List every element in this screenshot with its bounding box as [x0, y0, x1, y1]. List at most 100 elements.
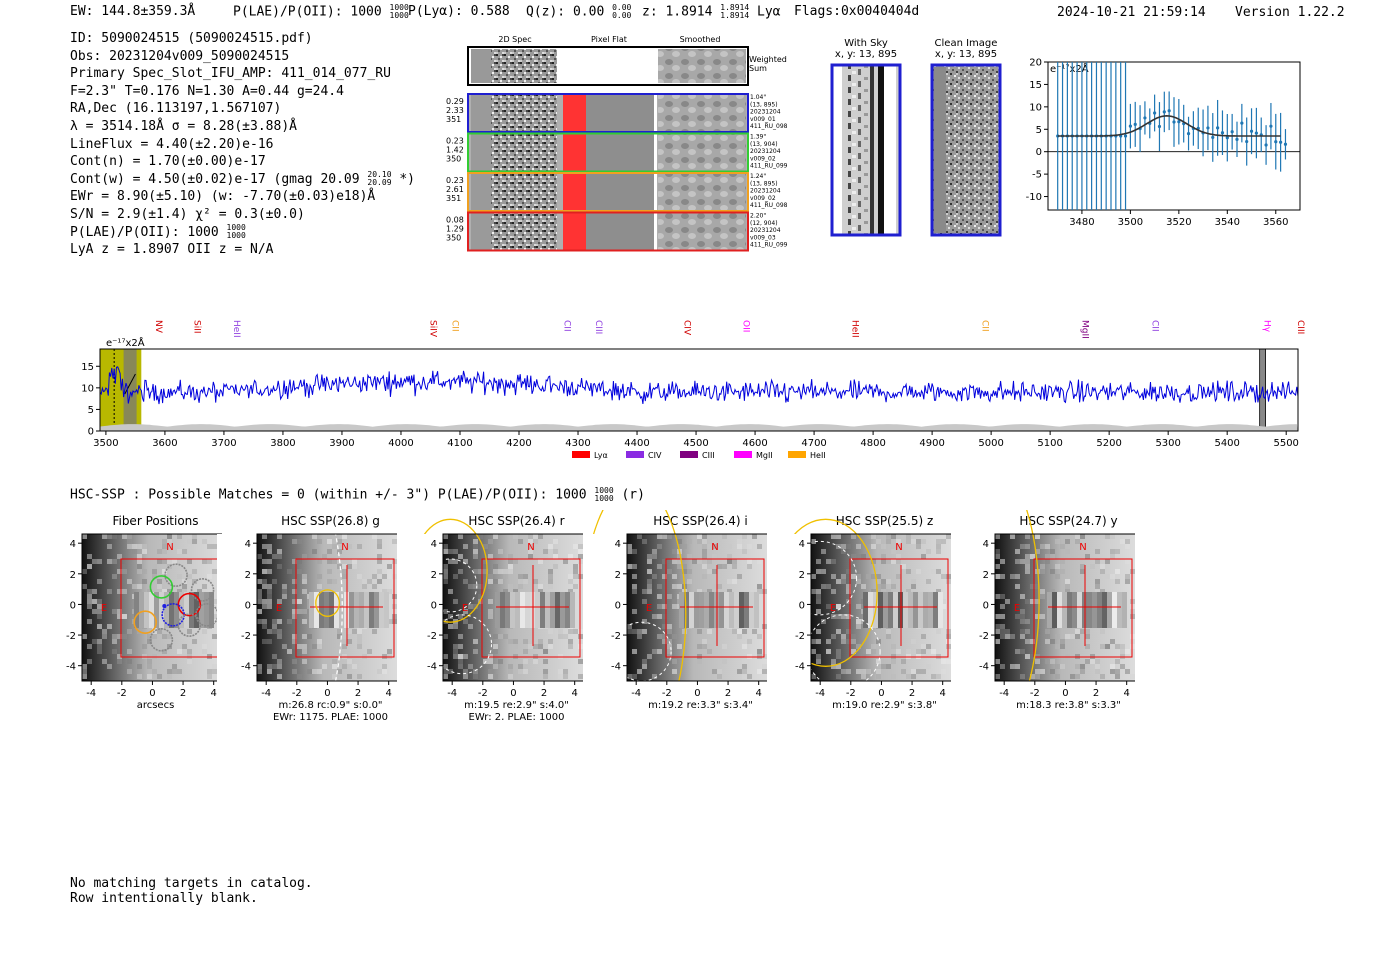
hsc-pixel: [886, 579, 891, 584]
cutout-row-divider: [654, 174, 657, 210]
hsc-source-stripe: [704, 592, 709, 628]
hsc-search-box: [481, 558, 581, 658]
hsc-pixel: [672, 549, 677, 554]
hsc-source-stripe: [540, 592, 545, 628]
hsc-pixel: [488, 574, 493, 579]
hsc-pixel: [831, 634, 836, 639]
spectrum-line-label: OII: [740, 320, 750, 332]
hsc-pixel: [162, 569, 167, 574]
hsc-pixel: [821, 549, 826, 554]
hsc-pixel: [876, 539, 881, 544]
hsc-pixel: [667, 569, 672, 574]
hsc-pixel: [647, 654, 652, 659]
hsc-pixel: [627, 624, 632, 629]
hsc-pixel: [377, 669, 382, 674]
hsc-pixel: [831, 574, 836, 579]
hsc-pixel: [1030, 584, 1035, 589]
hsc-pixel: [891, 659, 896, 664]
hsc-pixel: [1045, 559, 1050, 564]
hsc-pixel: [563, 634, 568, 639]
hsc-pixel: [901, 669, 906, 674]
hsc-pixel: [523, 659, 528, 664]
hsc-pixel: [1100, 674, 1105, 679]
hsc-pixel: [137, 554, 142, 559]
hsc-pixel: [712, 569, 717, 574]
hsc-pixel: [257, 554, 262, 559]
hsc-x-tick-label: 0: [324, 688, 330, 699]
hsc-pixel: [737, 669, 742, 674]
spectrum-x-tick-label: 3900: [329, 438, 354, 449]
hsc-pixel: [1035, 659, 1040, 664]
hsc-pixel: [493, 674, 498, 679]
hsc-pixel: [941, 574, 946, 579]
hsc-pixel: [538, 534, 543, 539]
spectrum-line-label: SiIV: [428, 320, 438, 338]
hsc-pixel: [262, 569, 267, 574]
cutout-row-2dspec: [491, 134, 557, 171]
hsc-pixel: [722, 644, 727, 649]
cutout-row-right-label: (13, 895): [750, 180, 778, 187]
hsc-panel-mask: [217, 681, 397, 720]
fit-data-point: [1264, 143, 1268, 147]
hsc-north-label: N: [341, 542, 348, 553]
hsc-pixel: [207, 674, 212, 679]
hsc-pixel: [851, 574, 856, 579]
hsc-pixel: [212, 634, 217, 639]
fit-data-point: [1167, 109, 1171, 113]
hsc-pixel: [162, 559, 167, 564]
hsc-pixel: [916, 569, 921, 574]
info-id: ID: 5090024515 (5090024515.pdf): [70, 31, 313, 46]
hsc-pixel: [102, 634, 107, 639]
hsc-pixel: [157, 579, 162, 584]
hsc-pixel: [468, 624, 473, 629]
fit-data-point: [1206, 126, 1210, 130]
hsc-pixel: [277, 634, 282, 639]
hsc-source-stripe: [913, 592, 918, 628]
hsc-pixel: [1100, 534, 1105, 539]
header-plae-value: 1000: [350, 4, 382, 20]
hsc-x-tick-label: -2: [117, 688, 127, 699]
hsc-pixel: [692, 559, 697, 564]
hsc-pixel: [152, 564, 157, 569]
hsc-pixel: [162, 634, 167, 639]
info-contw-lo: 20.09: [367, 178, 392, 188]
hsc-pixel: [443, 579, 448, 584]
hsc-x-tick-label: 0: [510, 688, 516, 699]
hsc-pixel: [317, 644, 322, 649]
spectrum-line-label: CIV: [681, 320, 691, 336]
hsc-pixel: [352, 664, 357, 669]
fit-data-point: [1249, 129, 1254, 133]
hsc-pixel: [1085, 634, 1090, 639]
hsc-pixel: [87, 619, 92, 624]
hsc-pixel: [876, 674, 881, 679]
hsc-pixel: [846, 629, 851, 634]
hsc-pixel: [871, 559, 876, 564]
hsc-pixel: [995, 594, 1000, 599]
hsc-pixel: [936, 589, 941, 594]
fit-data-point: [1274, 140, 1278, 144]
hsc-pixel: [722, 534, 727, 539]
hsc-source-stripe: [893, 592, 898, 628]
hsc-pixel: [752, 589, 757, 594]
hsc-source-stripe: [1092, 592, 1097, 628]
spectrum-x-tick-label: 3600: [152, 438, 177, 449]
hsc-pixel: [1085, 659, 1090, 664]
hsc-pixel: [647, 589, 652, 594]
hsc-pixel: [677, 539, 682, 544]
hsc-pixel: [1015, 664, 1020, 669]
hsc-pixel: [1125, 544, 1130, 549]
hsc-pixel: [921, 634, 926, 639]
header-z-hi: 1.8914: [720, 3, 750, 12]
spectrum-frame: [99, 348, 1299, 432]
hsc-y-tick-label: -4: [427, 662, 437, 673]
hsc-source-stripe: [189, 592, 194, 628]
hsc-pixel: [347, 544, 352, 549]
hsc-pixel: [906, 589, 911, 594]
header-plya: P(Lyα): 0.588: [408, 4, 510, 19]
hsc-pixel: [493, 564, 498, 569]
hsc-source-stripe: [500, 592, 505, 628]
hsc-north-label: N: [711, 542, 718, 553]
hsc-source-stripe: [204, 592, 209, 628]
hsc-pixel: [82, 664, 87, 669]
